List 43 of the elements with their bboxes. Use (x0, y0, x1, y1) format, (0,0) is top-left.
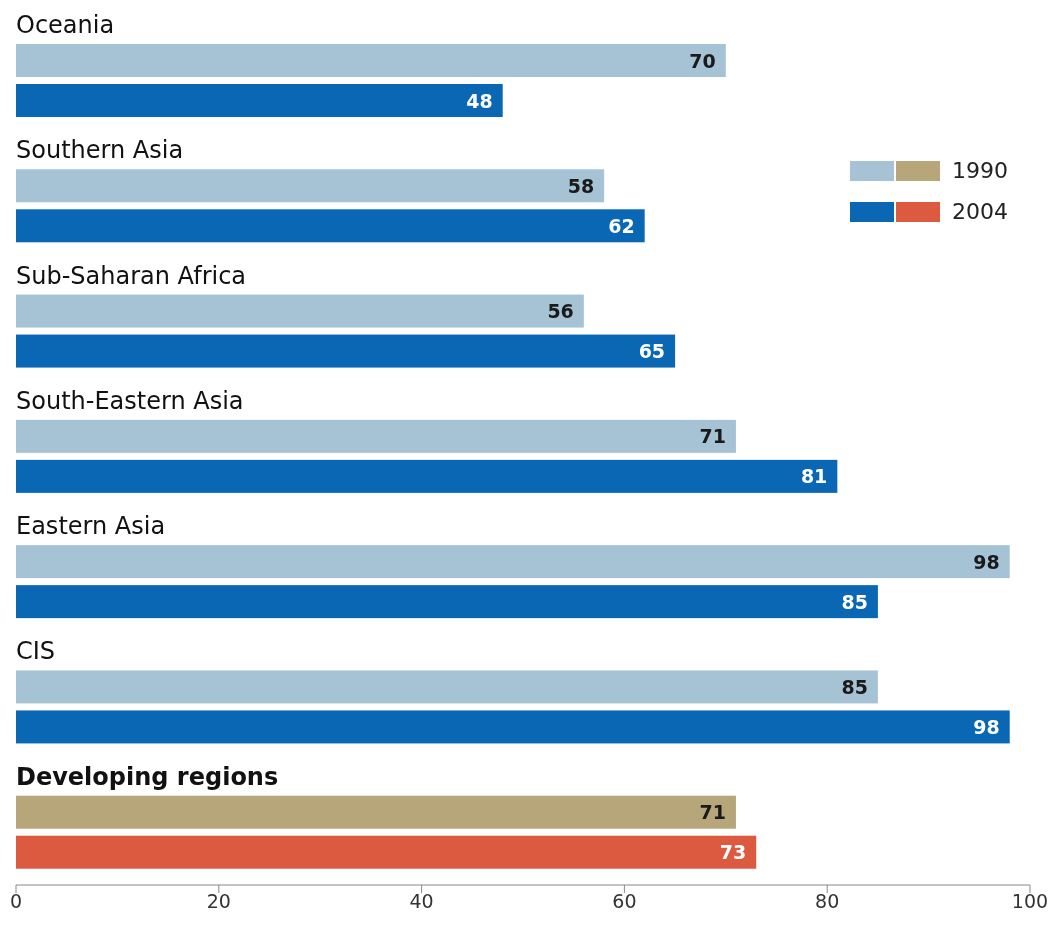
y-tick-label: CIS (16, 636, 56, 667)
y-tick-label: South-Eastern Asia (16, 385, 244, 416)
bar (16, 209, 645, 243)
data-label: 98 (973, 715, 1000, 738)
bar (16, 795, 736, 829)
data-label: 81 (800, 465, 828, 488)
x-tick-label: 100 (1011, 890, 1049, 913)
data-label: 71 (699, 801, 726, 824)
bar (16, 710, 1010, 744)
bar (16, 84, 503, 117)
x-tick-label: 20 (206, 890, 231, 913)
data-label: 71 (699, 425, 726, 448)
bar (16, 169, 605, 203)
data-label: 85 (841, 590, 868, 613)
bar (16, 585, 878, 619)
data-label: 62 (608, 214, 635, 237)
bar (16, 294, 584, 328)
data-label: 70 (689, 49, 716, 72)
bar (16, 44, 726, 77)
y-tick-label: Developing regions (16, 761, 279, 792)
y-tick-label: Southern Asia (16, 135, 184, 166)
data-label: 65 (638, 340, 666, 363)
bar (16, 334, 676, 368)
x-tick-label: 80 (815, 890, 840, 913)
data-label: 98 (973, 550, 1000, 573)
bar (16, 459, 838, 493)
x-tick-label: 40 (409, 890, 434, 913)
y-tick-label: Sub-Saharan Africa (16, 260, 247, 291)
x-tick-label: 60 (612, 890, 637, 913)
y-tick-label: Oceania (16, 10, 115, 40)
bar (16, 419, 736, 453)
data-label: 48 (466, 89, 493, 112)
legend-label: 1990 (952, 158, 1008, 183)
bar (16, 835, 757, 869)
data-label: 85 (841, 675, 868, 698)
data-label: 58 (567, 174, 595, 197)
x-tick-label: 0 (9, 890, 23, 913)
bar (16, 545, 1010, 579)
data-label: 73 (719, 841, 747, 864)
legend-label: 2004 (952, 199, 1008, 224)
data-label: 56 (547, 300, 574, 323)
bar (16, 670, 878, 704)
y-tick-label: Eastern Asia (16, 511, 166, 542)
